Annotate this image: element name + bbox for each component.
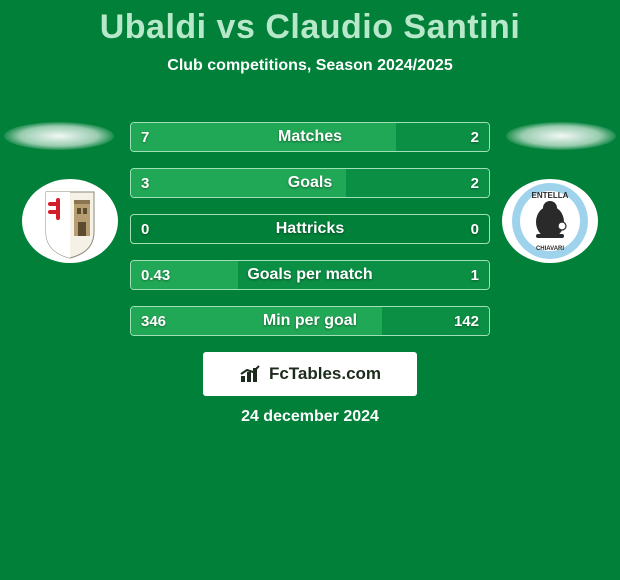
bar-value-right: 2	[461, 123, 489, 151]
bar-row-hattricks: 0 Hattricks 0	[130, 214, 490, 244]
bar-value-right: 2	[461, 169, 489, 197]
bar-row-mpg: 346 Min per goal 142	[130, 306, 490, 336]
bar-row-gpm: 0.43 Goals per match 1	[130, 260, 490, 290]
spotlight-right	[506, 122, 616, 150]
spotlight-left	[4, 122, 114, 150]
bar-label: Hattricks	[131, 215, 489, 243]
bar-value-right: 142	[444, 307, 489, 335]
brand-badge: FcTables.com	[203, 352, 417, 396]
brand-text: FcTables.com	[269, 364, 381, 384]
comparison-bars: 7 Matches 2 3 Goals 2 0 Hattricks 0 0.43…	[130, 122, 490, 352]
date-text: 24 december 2024	[0, 408, 620, 426]
bar-label: Goals per match	[131, 261, 489, 289]
bar-value-right: 1	[461, 261, 489, 289]
bar-row-goals: 3 Goals 2	[130, 168, 490, 198]
subtitle: Club competitions, Season 2024/2025	[0, 57, 620, 75]
svg-text:CHIAVARI: CHIAVARI	[536, 246, 564, 252]
bar-label: Goals	[131, 169, 489, 197]
page-title: Ubaldi vs Claudio Santini	[0, 0, 620, 47]
brand-chart-icon	[239, 364, 263, 384]
svg-text:ENTELLA: ENTELLA	[532, 191, 569, 200]
bar-label: Min per goal	[131, 307, 489, 335]
rimini-crest-icon	[20, 178, 120, 264]
entella-crest-icon: ENTELLA CHIAVARI	[500, 178, 600, 264]
bar-value-right: 0	[461, 215, 489, 243]
bar-label: Matches	[131, 123, 489, 151]
bar-row-matches: 7 Matches 2	[130, 122, 490, 152]
